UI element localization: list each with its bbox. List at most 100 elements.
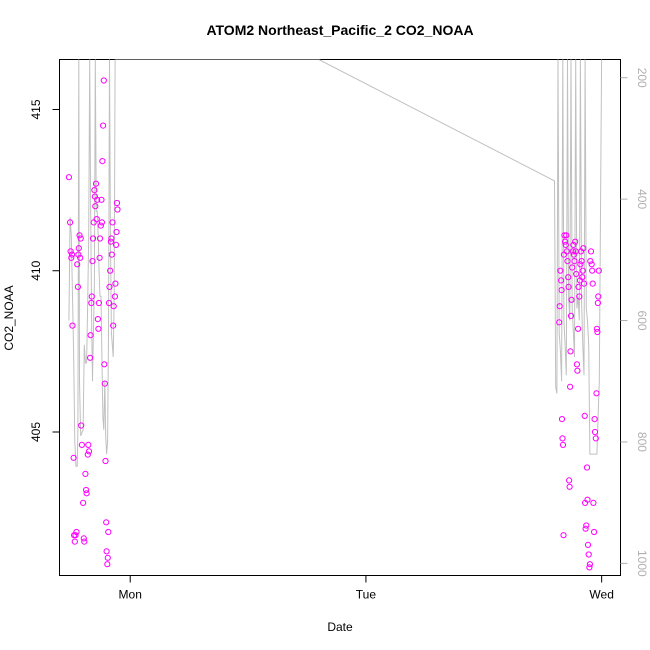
data-point (571, 258, 578, 265)
data-point (559, 441, 567, 448)
y2-axis: 200 400 600 800 1000 (620, 68, 649, 577)
data-point (563, 232, 570, 239)
data-point (83, 490, 90, 497)
data-point (77, 254, 84, 261)
data-point (113, 241, 120, 248)
x-tick-label: Tue (356, 588, 377, 602)
data-point (99, 158, 106, 165)
data-point (85, 448, 93, 455)
data-point (594, 299, 602, 307)
data-point (105, 299, 113, 307)
data-point (95, 325, 102, 332)
data-point (562, 238, 569, 245)
data-point (580, 245, 587, 252)
data-point (593, 390, 600, 397)
co2-point-series (65, 77, 602, 571)
data-point (100, 122, 107, 129)
data-point (104, 561, 111, 568)
x-axis: Mon Tue Wed (119, 575, 614, 602)
data-point (112, 280, 119, 287)
data-point (101, 380, 108, 387)
data-point (103, 548, 110, 555)
data-point (583, 464, 591, 471)
data-point (104, 554, 111, 561)
data-point (90, 219, 97, 226)
chart-title: ATOM2 Northeast_Pacific_2 CO2_NOAA (206, 22, 473, 38)
data-point (579, 274, 586, 281)
data-point (567, 348, 574, 355)
data-point (65, 174, 73, 181)
data-point (106, 283, 113, 290)
data-point (580, 280, 588, 287)
data-point (567, 312, 575, 319)
data-point (569, 264, 576, 271)
data-point (102, 457, 109, 465)
data-point (568, 296, 575, 303)
data-point (70, 454, 77, 461)
data-point (98, 196, 105, 203)
data-point (592, 435, 599, 442)
data-point (80, 535, 87, 542)
data-point (77, 235, 84, 242)
data-point (574, 367, 581, 374)
data-point (74, 261, 81, 268)
data-point (89, 258, 96, 265)
data-point (562, 241, 569, 248)
data-point (67, 248, 74, 255)
data-point (108, 251, 115, 258)
data-point (75, 251, 82, 258)
data-point (81, 538, 88, 545)
data-point (576, 293, 583, 300)
data-point (94, 196, 101, 203)
data-point (94, 316, 102, 323)
data-point (87, 354, 94, 361)
data-point (567, 383, 574, 390)
data-point (96, 235, 104, 242)
data-point (95, 299, 103, 307)
data-point (110, 303, 117, 310)
data-point (69, 322, 76, 329)
data-point (570, 251, 577, 258)
co2-line-series (68, 59, 603, 467)
data-point (561, 232, 568, 239)
data-point (566, 477, 573, 484)
y2-tick-label: 200 (635, 68, 649, 88)
data-point (92, 203, 99, 210)
data-point (80, 499, 87, 506)
y2-tick-label: 1000 (635, 550, 649, 577)
data-point (87, 332, 94, 339)
data-point (558, 416, 566, 423)
data-point (92, 180, 100, 187)
data-point (577, 261, 584, 268)
data-point (584, 541, 592, 549)
y-tick-label: 415 (29, 99, 43, 119)
data-point (569, 248, 577, 255)
data-point (575, 283, 582, 290)
data-point (78, 422, 85, 429)
data-point (88, 299, 95, 307)
data-point (575, 325, 582, 332)
data-point (570, 241, 577, 248)
data-point (581, 412, 588, 419)
data-point (107, 267, 114, 274)
data-point (586, 564, 593, 571)
data-point (75, 245, 82, 252)
data-point (595, 293, 602, 300)
data-point (565, 274, 572, 281)
data-point (82, 470, 89, 477)
data-point (586, 561, 594, 568)
data-point (83, 486, 90, 494)
data-point (579, 267, 586, 274)
x-axis-label: Date (327, 620, 353, 634)
data-point (589, 280, 596, 287)
data-point (566, 483, 573, 490)
data-point (593, 325, 601, 332)
data-point (113, 199, 121, 207)
data-point (589, 267, 596, 274)
y-tick-label: 410 (29, 260, 43, 280)
data-point (97, 222, 104, 229)
y-axis-label: CO2_NOAA (2, 285, 16, 350)
data-point (108, 235, 115, 242)
data-point (68, 254, 75, 261)
